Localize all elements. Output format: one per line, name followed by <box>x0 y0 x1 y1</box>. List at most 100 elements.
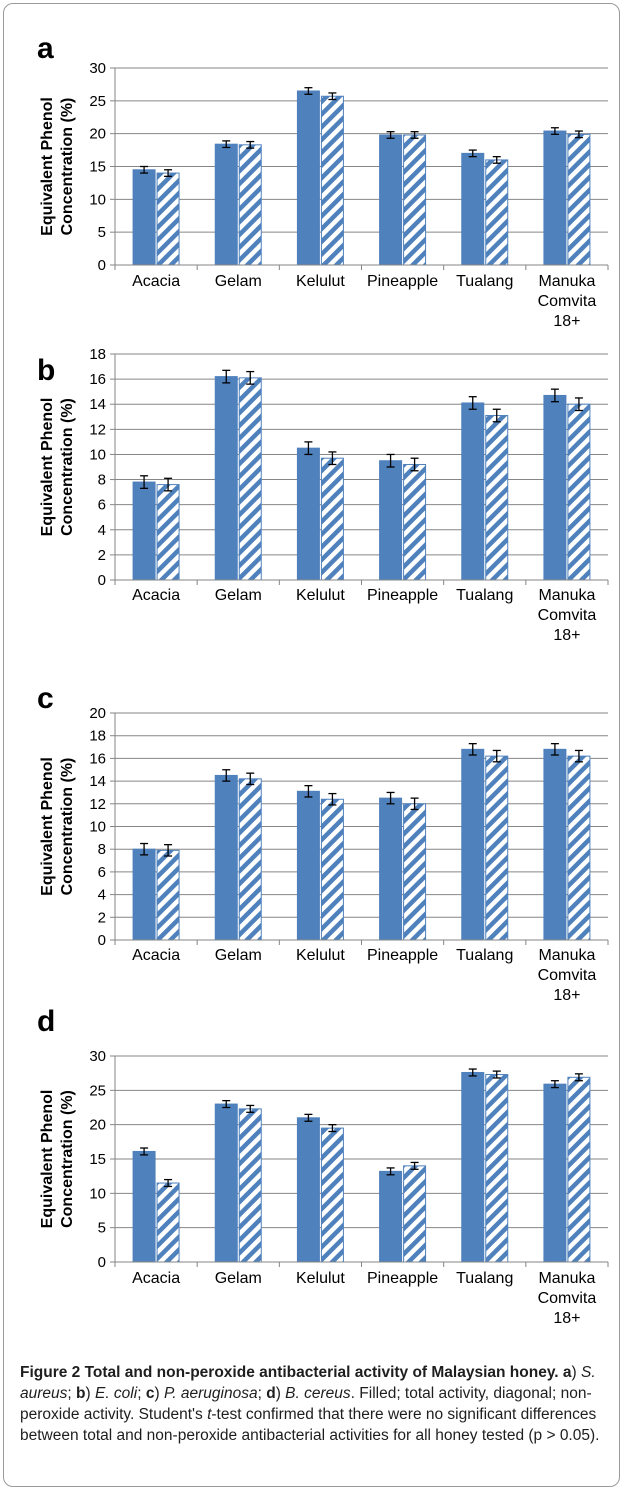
bar-total <box>296 447 320 581</box>
y-tick-label: 18 <box>89 728 106 745</box>
y-tick-label: 14 <box>89 396 106 413</box>
bar-non-peroxide <box>156 172 180 266</box>
caption-panel-c-letter: c <box>145 1385 155 1402</box>
x-category-label: Kelulut <box>296 1270 345 1287</box>
y-tick-label: 18 <box>89 346 106 363</box>
bar-total <box>461 748 485 941</box>
bar-total <box>461 1071 485 1263</box>
bar-total <box>132 1150 156 1263</box>
caption-sep: ; <box>257 1385 262 1402</box>
bar-total <box>543 1083 567 1263</box>
x-category-label: Comvita <box>538 967 597 984</box>
bar-total <box>461 152 485 266</box>
y-tick-label: 0 <box>98 572 106 589</box>
bar-non-peroxide <box>320 95 344 266</box>
bar-total <box>379 134 403 266</box>
y-tick-label: 15 <box>89 159 106 176</box>
x-category-label: Manuka <box>538 587 595 604</box>
x-category-label: Kelulut <box>296 947 345 964</box>
y-tick-label: 30 <box>89 60 106 77</box>
x-category-label: Gelam <box>215 947 262 964</box>
bar-non-peroxide <box>567 133 591 266</box>
bar-total <box>296 90 320 266</box>
bar-total <box>379 797 403 941</box>
y-tick-label: 10 <box>89 191 106 208</box>
y-tick-label: 10 <box>89 1185 106 1202</box>
bar-non-peroxide <box>320 457 344 581</box>
bar-non-peroxide <box>238 778 262 941</box>
x-category-label: Pineapple <box>367 273 438 290</box>
caption-body-1: Filled; total activity, diagonal; non-pe… <box>20 1385 592 1423</box>
y-tick-label: 20 <box>89 705 106 722</box>
y-tick-label: 8 <box>98 841 106 858</box>
bar-total <box>132 848 156 941</box>
y-tick-label: 2 <box>98 909 106 926</box>
figure-frame <box>3 3 620 1487</box>
bar-total <box>132 481 156 581</box>
y-tick-label: 12 <box>89 796 106 813</box>
chart-panel-b: b 0 2 4 6 8 10 12 14 16 18 Equivalent Phenol Concent… <box>37 346 609 644</box>
y-tick-label: 15 <box>89 1151 106 1168</box>
y-axis-label: Equivalent Phenol <box>39 97 56 236</box>
bar-non-peroxide <box>485 159 509 266</box>
bar-total <box>214 376 238 581</box>
x-category-label: Pineapple <box>367 1270 438 1287</box>
bar-total <box>543 748 567 941</box>
bar-non-peroxide <box>567 1076 591 1263</box>
caption-panel-b-org: E. coli <box>94 1385 138 1402</box>
y-tick-label: 25 <box>89 1082 106 1099</box>
x-category-label: Kelulut <box>296 273 345 290</box>
caption-sep: ) <box>571 1364 577 1381</box>
panel-letter: d <box>37 1005 55 1038</box>
caption-sep: ) <box>154 1385 160 1402</box>
x-category-label: Comvita <box>538 607 597 624</box>
caption-panel-a-org: S. aureus <box>20 1364 596 1402</box>
y-tick-label: 2 <box>98 547 106 564</box>
y-tick-label: 0 <box>98 257 106 274</box>
x-category-label: Tualang <box>456 1270 513 1287</box>
bar-total <box>379 460 403 581</box>
y-tick-label: 10 <box>89 819 106 836</box>
x-category-label: Tualang <box>456 273 513 290</box>
caption-t-italic: t <box>207 1406 212 1423</box>
bar-non-peroxide <box>238 377 262 581</box>
y-tick-label: 10 <box>89 446 106 463</box>
bar-total <box>543 130 567 266</box>
bar-total <box>132 169 156 266</box>
y-tick-label: 16 <box>89 371 106 388</box>
bar-total <box>296 790 320 941</box>
caption-body-2: -test confirmed that there were no signi… <box>20 1406 600 1444</box>
y-tick-label: 12 <box>89 421 106 438</box>
x-category-label: Acacia <box>132 273 180 290</box>
y-axis-label: Concentration (%) <box>59 98 76 236</box>
caption-sep: ) <box>85 1385 91 1402</box>
bar-total <box>214 143 238 266</box>
x-category-label: Gelam <box>215 273 262 290</box>
y-tick-label: 0 <box>98 932 106 949</box>
y-tick-label: 6 <box>98 497 106 514</box>
bar-non-peroxide <box>403 1165 427 1263</box>
bar-non-peroxide <box>485 755 509 941</box>
y-tick-label: 0 <box>98 1254 106 1271</box>
x-category-label: Comvita <box>538 1290 597 1307</box>
y-tick-label: 4 <box>98 522 106 539</box>
x-category-label: Gelam <box>215 1270 262 1287</box>
bar-non-peroxide <box>403 803 427 941</box>
x-category-label: 18+ <box>553 627 580 644</box>
y-axis-label: Concentration (%) <box>59 398 76 536</box>
bar-non-peroxide <box>238 1108 262 1263</box>
caption-panel-d-letter: d <box>266 1385 276 1402</box>
bar-non-peroxide <box>238 144 262 266</box>
y-tick-label: 14 <box>89 773 106 790</box>
caption-panel-c-org: P. aeruginosa <box>163 1385 258 1402</box>
y-tick-label: 20 <box>89 1117 106 1134</box>
y-axis-label: Equivalent Phenol <box>39 757 56 896</box>
caption-sep: . <box>350 1385 355 1402</box>
bar-total <box>543 394 567 581</box>
y-axis-label: Equivalent Phenol <box>39 398 56 537</box>
bar-non-peroxide <box>403 134 427 266</box>
bar-non-peroxide <box>320 1127 344 1263</box>
bar-total <box>461 402 485 581</box>
x-category-label: Comvita <box>538 293 597 310</box>
